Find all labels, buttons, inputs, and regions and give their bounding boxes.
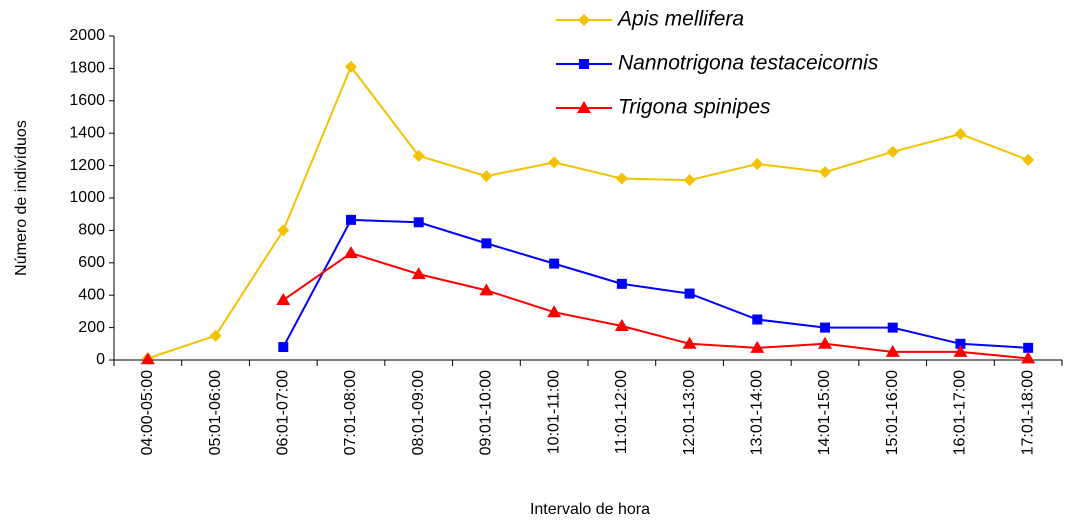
marker <box>614 318 629 331</box>
marker <box>885 344 900 357</box>
marker <box>887 322 898 333</box>
legend-marker <box>579 59 589 69</box>
marker <box>547 305 562 318</box>
y-tick-label: 1600 <box>69 92 105 109</box>
marker <box>481 238 492 249</box>
marker <box>955 338 966 349</box>
marker <box>684 288 695 299</box>
legend-label: Apis mellifera <box>616 8 744 31</box>
marker <box>549 258 560 269</box>
marker <box>548 156 561 169</box>
marker <box>616 278 627 289</box>
marker <box>682 336 697 349</box>
y-tick-label: 1400 <box>69 124 105 141</box>
y-tick-label: 0 <box>96 351 105 368</box>
marker <box>277 224 290 237</box>
x-tick-label: 05:01-06:00 <box>207 370 224 456</box>
legend-marker <box>578 14 590 26</box>
marker <box>886 145 899 158</box>
x-tick-label: 12:01-13:00 <box>681 370 698 456</box>
x-tick-label: 10:01-11:00 <box>545 370 562 454</box>
legend-label: Trigona spinipes <box>618 96 771 119</box>
y-tick-label: 1800 <box>69 60 105 77</box>
marker <box>480 170 493 183</box>
marker <box>954 128 967 141</box>
marker <box>752 314 763 325</box>
y-tick-label: 400 <box>78 286 105 303</box>
x-tick-label: 16:01-17:00 <box>952 370 969 456</box>
marker <box>820 322 830 333</box>
series-line <box>282 218 1029 349</box>
marker <box>1021 351 1036 364</box>
x-tick-label: 14:01-15:00 <box>816 370 833 456</box>
x-tick-label: 08:01-09:00 <box>410 370 427 456</box>
y-tick-label: 600 <box>78 254 105 271</box>
y-tick-label: 200 <box>78 319 105 336</box>
marker <box>345 60 357 73</box>
x-tick-label: 15:01-16:00 <box>884 370 901 456</box>
y-axis-title: Número de indivíduos <box>13 120 30 276</box>
marker <box>818 336 832 349</box>
legend-marker <box>577 101 591 113</box>
marker <box>276 293 291 306</box>
x-tick-label: 17:01-18:00 <box>1019 370 1036 456</box>
marker <box>412 149 425 162</box>
marker <box>751 157 764 170</box>
x-tick-label: 11:01-12:00 <box>613 370 630 454</box>
series-line <box>282 251 1029 360</box>
marker <box>411 267 426 280</box>
x-axis-title: Intervalo de hora <box>530 501 650 518</box>
series-line <box>147 64 1029 360</box>
marker <box>615 172 628 185</box>
marker <box>209 329 222 342</box>
marker <box>953 344 968 357</box>
marker <box>140 352 155 365</box>
marker <box>278 342 289 353</box>
x-tick-label: 07:01-08:00 <box>342 370 359 456</box>
legend-label: Nannotrigona testaceicornis <box>618 52 879 75</box>
marker <box>479 283 494 296</box>
marker <box>750 340 765 353</box>
marker <box>346 214 356 225</box>
x-tick-label: 06:01-07:00 <box>275 370 292 456</box>
marker <box>413 217 424 228</box>
x-tick-label: 04:00-05:00 <box>139 370 156 456</box>
y-tick-label: 2000 <box>69 27 105 44</box>
marker <box>1023 342 1034 353</box>
x-tick-label: 13:01-14:00 <box>749 370 766 456</box>
y-tick-label: 1000 <box>69 189 105 206</box>
marker <box>819 166 831 179</box>
x-tick-label: 09:01-10:00 <box>478 370 495 456</box>
marker <box>1022 153 1035 166</box>
marker <box>683 174 696 187</box>
marker <box>344 246 358 259</box>
y-tick-label: 1200 <box>69 157 105 174</box>
y-tick-label: 800 <box>78 222 105 239</box>
